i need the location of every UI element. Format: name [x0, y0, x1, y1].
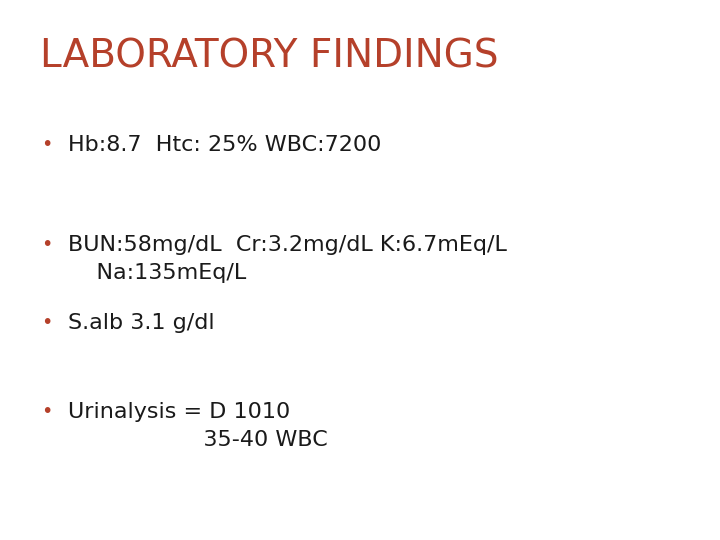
- Text: •: •: [41, 402, 53, 421]
- Text: Hb:8.7  Htc: 25% WBC:7200: Hb:8.7 Htc: 25% WBC:7200: [68, 135, 382, 155]
- Text: BUN:58mg/dL  Cr:3.2mg/dL K:6.7mEq/L
    Na:135mEq/L: BUN:58mg/dL Cr:3.2mg/dL K:6.7mEq/L Na:13…: [68, 235, 508, 283]
- Text: •: •: [41, 135, 53, 154]
- Text: LABORATORY FINDINGS: LABORATORY FINDINGS: [40, 38, 498, 76]
- Text: S.alb 3.1 g/dl: S.alb 3.1 g/dl: [68, 313, 215, 333]
- Text: •: •: [41, 235, 53, 254]
- Text: •: •: [41, 313, 53, 332]
- Text: Urinalysis = D 1010
                   35-40 WBC: Urinalysis = D 1010 35-40 WBC: [68, 402, 328, 450]
